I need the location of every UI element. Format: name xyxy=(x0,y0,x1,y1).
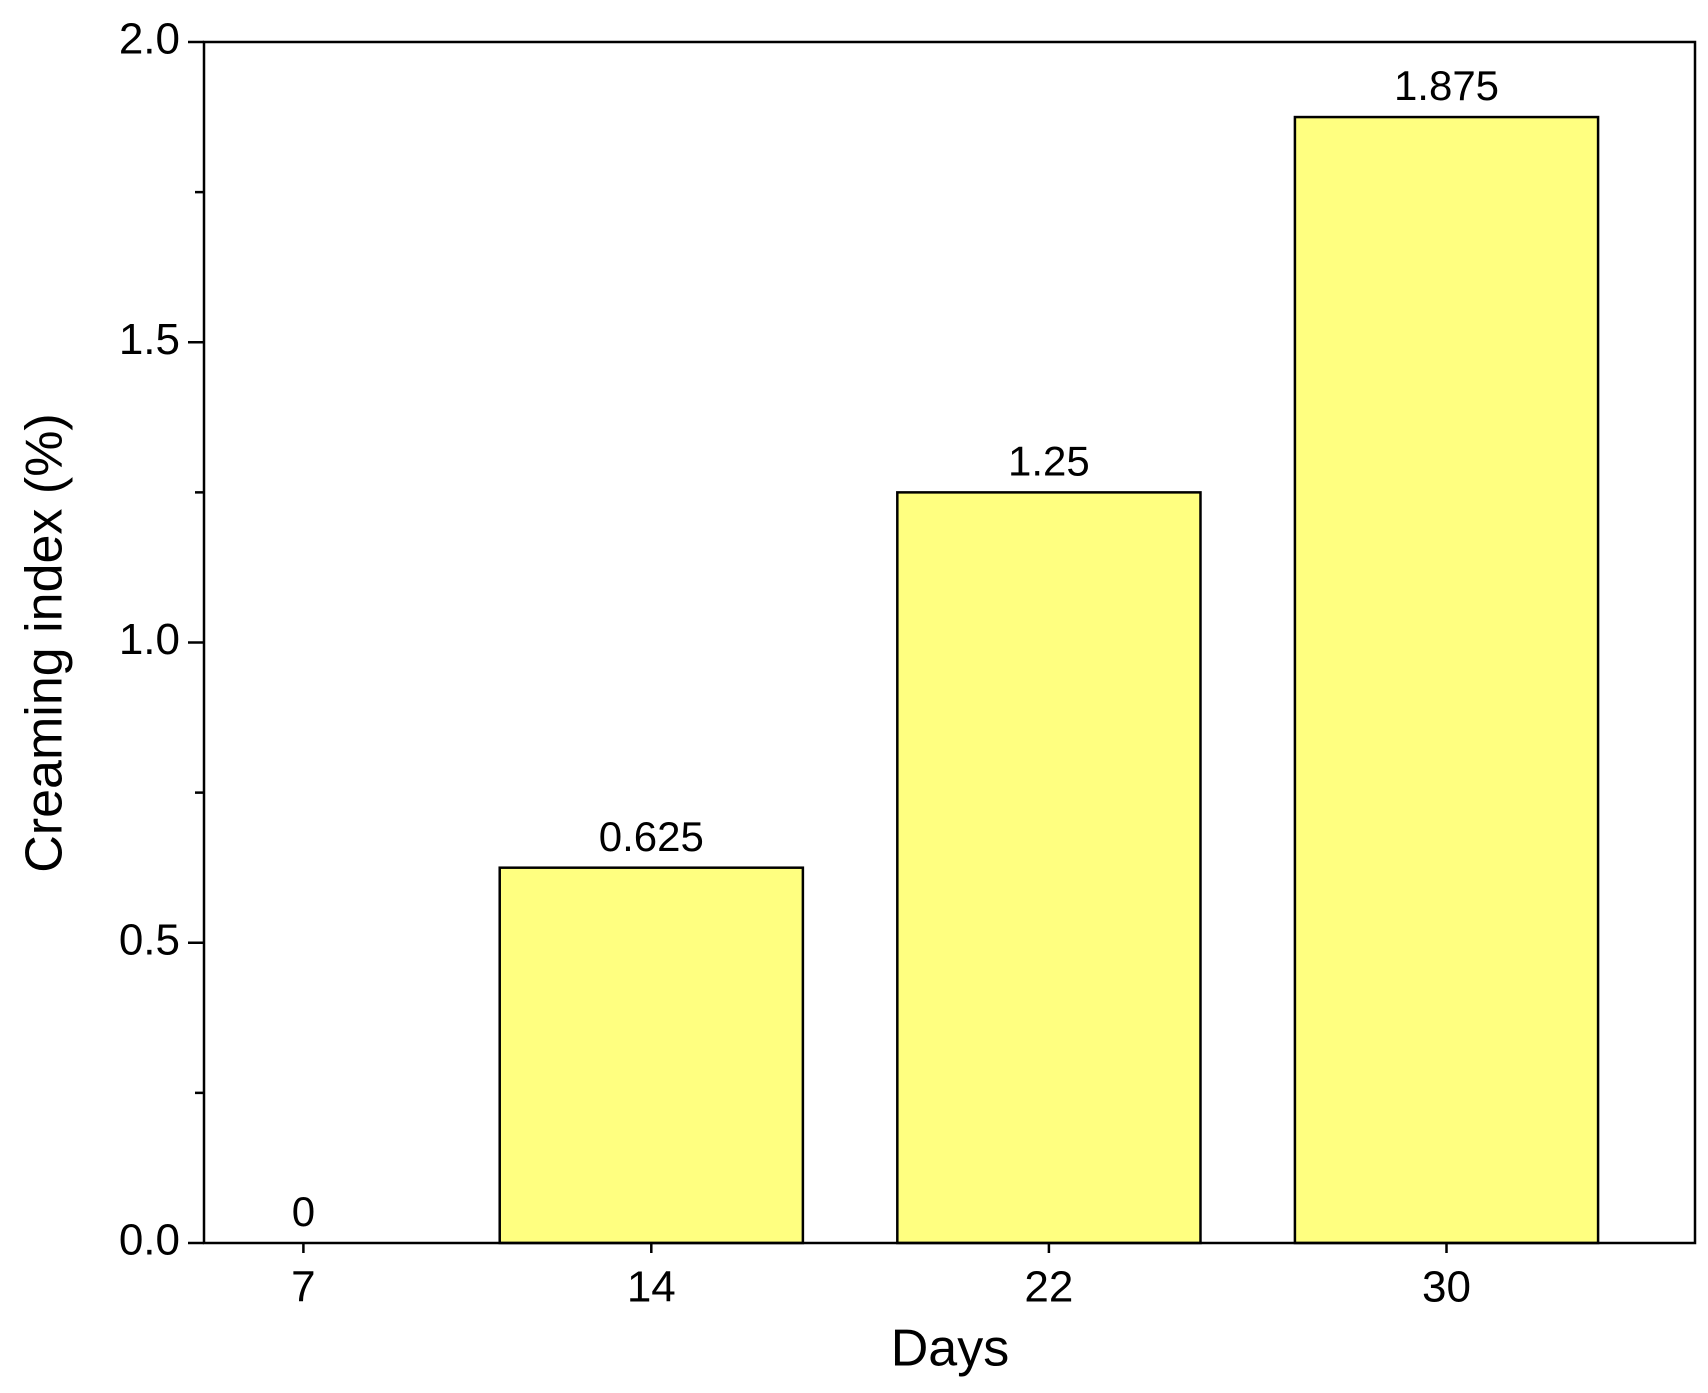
y-tick-label: 0.5 xyxy=(119,915,180,964)
bar xyxy=(896,491,1202,1245)
value-label: 1.875 xyxy=(1394,62,1499,109)
value-label: 1.25 xyxy=(1008,437,1090,484)
y-tick-label: 1.0 xyxy=(119,615,180,664)
y-tick-label: 2.0 xyxy=(119,15,180,64)
x-tick-label: 22 xyxy=(1024,1263,1073,1312)
y-tick-label: 1.5 xyxy=(119,315,180,364)
value-label: 0.625 xyxy=(599,813,704,860)
x-tick-label: 14 xyxy=(627,1263,676,1312)
bar xyxy=(1293,115,1600,1245)
x-tick-label: 7 xyxy=(291,1263,315,1312)
y-axis-title: Creaming index (%) xyxy=(16,413,74,873)
x-axis-title: Days xyxy=(891,1320,1009,1378)
x-tick-label: 30 xyxy=(1422,1263,1471,1312)
y-tick-label: 0.0 xyxy=(119,1216,180,1265)
value-label: 0 xyxy=(292,1188,315,1235)
bar xyxy=(498,866,805,1245)
